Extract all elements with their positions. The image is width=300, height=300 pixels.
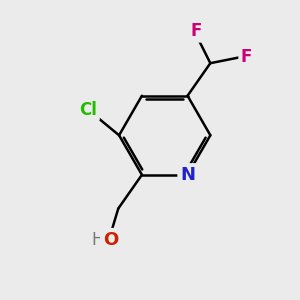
Text: N: N	[180, 166, 195, 184]
Text: H: H	[91, 231, 104, 249]
Text: Cl: Cl	[80, 101, 97, 119]
Text: F: F	[191, 22, 202, 40]
Text: F: F	[241, 48, 252, 66]
Text: O: O	[103, 231, 118, 249]
